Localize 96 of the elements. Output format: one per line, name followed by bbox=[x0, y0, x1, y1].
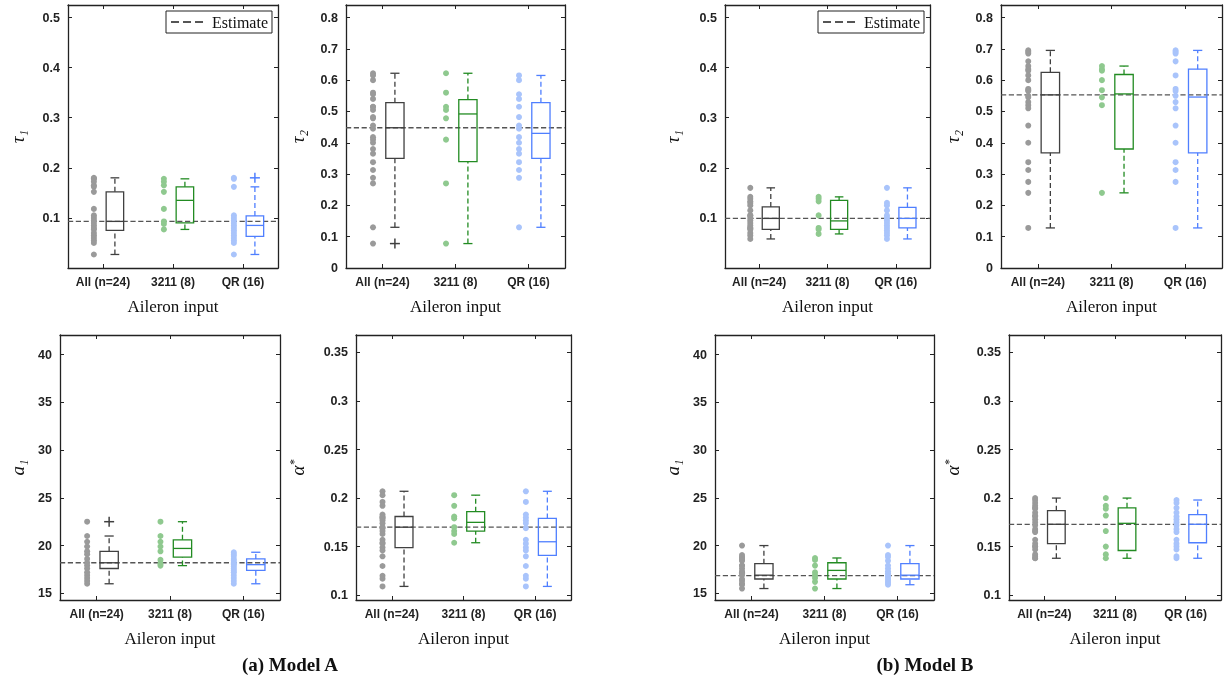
x-tick-label: QR (16) bbox=[507, 275, 550, 289]
y-tick-label: 20 bbox=[38, 538, 53, 553]
y-tick-label: 0 bbox=[331, 261, 339, 275]
x-tick-label: All (n=24) bbox=[355, 275, 410, 289]
y-tick-label: 30 bbox=[38, 443, 53, 458]
x-tick-label: QR (16) bbox=[1164, 607, 1208, 621]
y-tick-label: 0.4 bbox=[320, 135, 339, 150]
x-axis-title: Aileron input bbox=[417, 629, 510, 648]
y-tick-label: 0.1 bbox=[42, 210, 61, 225]
x-tick-label: 3211 (8) bbox=[1089, 275, 1134, 289]
x-tick-label: All (n=24) bbox=[1017, 607, 1072, 621]
y-tick-label: 0.3 bbox=[983, 394, 1002, 409]
text: (a) Model A bbox=[240, 654, 339, 676]
y-tick-label: 0.2 bbox=[975, 198, 994, 213]
x-tick-label: 3211 (8) bbox=[1092, 607, 1138, 621]
y-tick-label: 0.3 bbox=[699, 110, 718, 125]
x-tick-label: QR (16) bbox=[876, 607, 919, 621]
y-tick-label: 35 bbox=[693, 395, 708, 410]
x-axis-title: Aileron input bbox=[778, 629, 871, 648]
x-tick-label: 3211 (8) bbox=[433, 275, 478, 289]
x-axis-title: Aileron input bbox=[409, 297, 502, 316]
y-tick-label: 0.3 bbox=[975, 167, 994, 182]
y-axis-title: τ₂ bbox=[287, 129, 308, 144]
x-axis-title: Aileron input bbox=[1065, 297, 1158, 316]
y-tick-label: 40 bbox=[693, 347, 708, 362]
x-tick-label: All (n=24) bbox=[724, 607, 779, 621]
y-tick-label: 30 bbox=[693, 443, 708, 458]
y-tick-label: 40 bbox=[38, 347, 53, 362]
y-tick-label: 0.3 bbox=[320, 167, 339, 182]
text: (b) Model B bbox=[875, 654, 975, 676]
x-tick-label: QR (16) bbox=[221, 275, 265, 289]
x-tick-label: All (n=24) bbox=[731, 275, 787, 289]
y-tick-label: 0.8 bbox=[320, 10, 339, 25]
legend-label: Estimate bbox=[212, 13, 268, 31]
y-tick-label: 0 bbox=[986, 261, 994, 275]
y-tick-label: 0.2 bbox=[699, 160, 718, 175]
y-tick-label: 15 bbox=[38, 586, 53, 601]
y-tick-label: 0.1 bbox=[975, 229, 994, 244]
x-tick-label: 3211 (8) bbox=[802, 607, 847, 621]
x-tick-label: 3211 (8) bbox=[147, 607, 193, 621]
y-tick-label: 0.5 bbox=[699, 10, 718, 25]
y-tick-label: 25 bbox=[38, 490, 53, 505]
y-tick-label: 0.25 bbox=[323, 442, 349, 457]
y-tick-label: 0.3 bbox=[330, 394, 349, 409]
x-axis-title: Aileron input bbox=[1069, 629, 1161, 648]
y-tick-label: 0.4 bbox=[699, 60, 718, 75]
y-tick-label: 15 bbox=[693, 586, 708, 601]
y-tick-label: 0.1 bbox=[320, 229, 339, 244]
y-tick-label: 0.35 bbox=[323, 345, 349, 360]
x-tick-label: QR (16) bbox=[1163, 275, 1207, 289]
y-tick-label: 0.15 bbox=[323, 539, 349, 554]
x-axis-title: Aileron input bbox=[127, 297, 219, 316]
y-axis-title: α* bbox=[287, 459, 308, 476]
x-tick-label: QR (16) bbox=[874, 275, 918, 289]
y-tick-label: 0.8 bbox=[975, 10, 994, 25]
y-tick-label: 0.4 bbox=[975, 135, 994, 150]
y-tick-label: 0.2 bbox=[320, 198, 339, 213]
y-axis-title: τ₁ bbox=[662, 129, 683, 144]
y-tick-label: 0.7 bbox=[320, 41, 339, 56]
legend-label: Estimate bbox=[864, 13, 920, 31]
y-tick-label: 0.4 bbox=[42, 60, 61, 75]
y-tick-label: 0.35 bbox=[976, 345, 1002, 360]
x-tick-label: QR (16) bbox=[221, 607, 265, 621]
y-tick-label: 0.1 bbox=[330, 588, 349, 603]
x-tick-label: 3211 (8) bbox=[150, 275, 196, 289]
y-tick-label: 0.2 bbox=[330, 491, 349, 506]
y-axis-title: α* bbox=[942, 459, 963, 476]
y-tick-label: 0.25 bbox=[976, 442, 1002, 457]
y-axis-title: a₁ bbox=[7, 459, 28, 476]
y-tick-label: 0.6 bbox=[320, 73, 339, 88]
y-tick-label: 0.1 bbox=[699, 210, 718, 225]
x-tick-label: All (n=24) bbox=[69, 607, 124, 621]
y-tick-label: 0.5 bbox=[42, 10, 61, 25]
y-tick-label: 0.15 bbox=[976, 539, 1002, 554]
x-tick-label: All (n=24) bbox=[364, 607, 420, 621]
y-axis-title: τ₁ bbox=[7, 129, 28, 144]
y-axis-title: a₁ bbox=[662, 459, 683, 476]
y-tick-label: 35 bbox=[38, 395, 53, 410]
x-axis-title: Aileron input bbox=[781, 297, 874, 316]
x-tick-label: All (n=24) bbox=[75, 275, 131, 289]
y-tick-label: 0.5 bbox=[320, 104, 339, 119]
x-tick-label: 3211 (8) bbox=[441, 607, 486, 621]
y-tick-label: 25 bbox=[693, 490, 708, 505]
y-tick-label: 0.3 bbox=[42, 110, 61, 125]
y-tick-label: 0.2 bbox=[42, 160, 61, 175]
x-axis-title: Aileron input bbox=[124, 629, 216, 648]
y-tick-label: 20 bbox=[693, 538, 708, 553]
y-tick-label: 0.6 bbox=[975, 73, 994, 88]
y-tick-label: 0.1 bbox=[983, 588, 1002, 603]
x-tick-label: QR (16) bbox=[513, 607, 557, 621]
x-tick-label: All (n=24) bbox=[1010, 275, 1066, 289]
y-tick-label: 0.2 bbox=[983, 491, 1002, 506]
y-tick-label: 0.7 bbox=[975, 41, 994, 56]
y-axis-title: τ₂ bbox=[942, 129, 963, 144]
x-tick-label: 3211 (8) bbox=[805, 275, 850, 289]
y-tick-label: 0.5 bbox=[975, 104, 994, 119]
